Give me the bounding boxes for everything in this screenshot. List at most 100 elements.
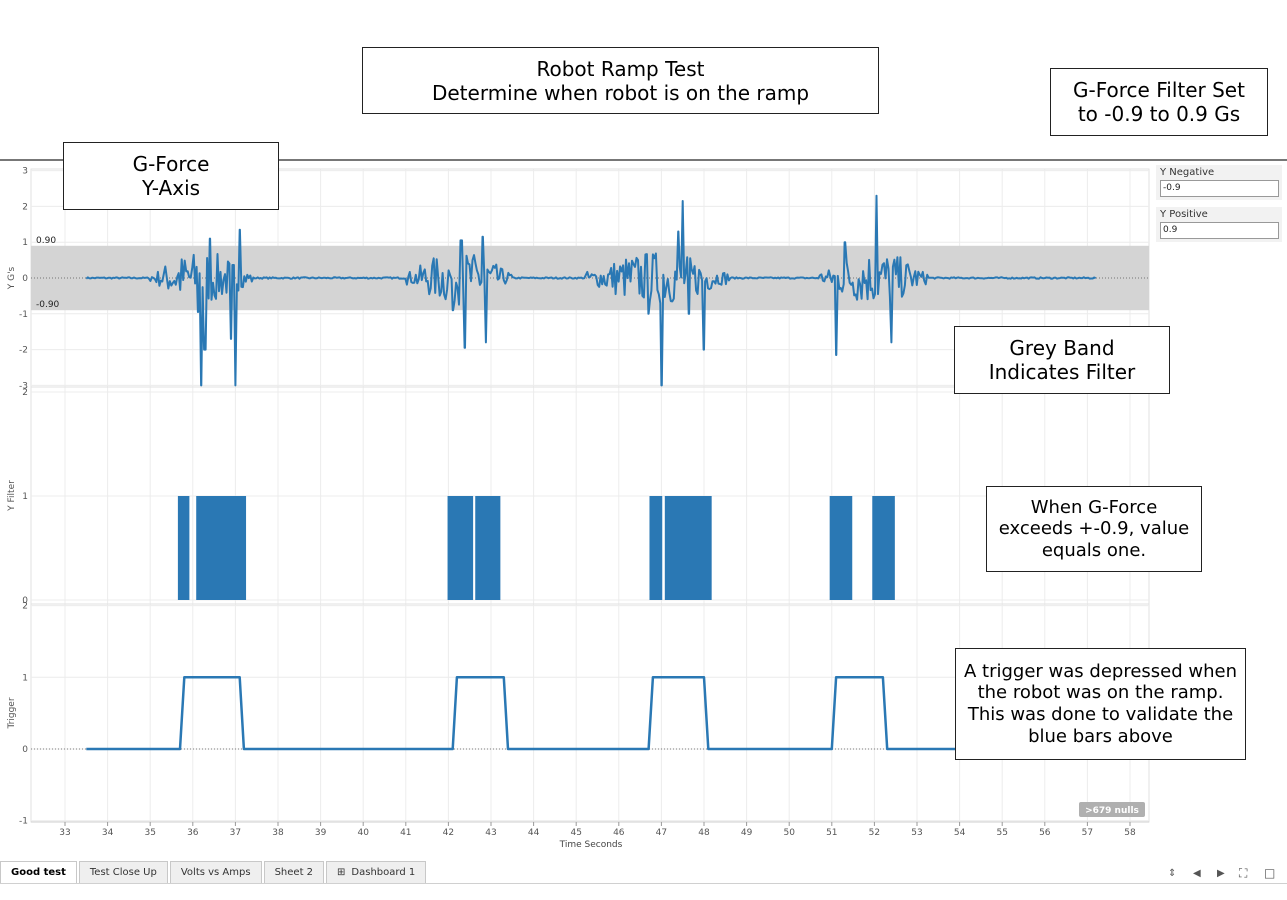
y-negative-input[interactable]: -0.9 (1160, 180, 1279, 197)
y-filter-bar (475, 496, 501, 600)
y-axis-label: Y Filter (7, 480, 17, 512)
tab-sheet-2[interactable]: Sheet 2 (263, 861, 325, 883)
y-tick-label: 2 (22, 202, 28, 212)
threshold-callout-line-1: When G-Force (1030, 496, 1158, 518)
x-tick-label: 42 (443, 828, 454, 838)
threshold-callout: When G-Force exceeds +-0.9, value equals… (986, 486, 1202, 572)
y-tick-label: 0 (22, 745, 28, 755)
y-filter-bar (649, 496, 663, 600)
presentation-icon[interactable]: □ (1264, 866, 1276, 880)
gforce-callout: G-Force Y-Axis (63, 142, 279, 210)
x-tick-label: 52 (869, 828, 880, 838)
x-tick-label: 44 (528, 828, 540, 838)
y-positive-parameter: Y Positive 0.9 (1156, 207, 1282, 242)
x-tick-label: 37 (230, 828, 241, 838)
sort-icon[interactable]: ⇕ (1168, 868, 1177, 879)
y-negative-label: Y Negative (1160, 167, 1215, 178)
x-tick-label: 36 (187, 828, 199, 838)
tab-dashboard-1-label: Dashboard 1 (351, 867, 416, 878)
x-tick-label: 56 (1039, 828, 1051, 838)
nulls-badge (1079, 802, 1145, 817)
filter-callout-line-2: to -0.9 to 0.9 Gs (1077, 102, 1241, 126)
trigger-callout-line-2: the robot was on the ramp. (977, 682, 1224, 704)
title-callout-line-1: Robot Ramp Test (536, 56, 705, 81)
x-tick-label: 47 (656, 828, 667, 838)
tab-dashboard-1[interactable]: ⊞ Dashboard 1 (326, 861, 427, 883)
x-tick-label: 38 (272, 828, 284, 838)
x-tick-label: 39 (315, 828, 327, 838)
trigger-callout-line-4: blue bars above (1028, 725, 1173, 747)
grey-band-callout-line-2: Indicates Filter (988, 360, 1136, 384)
tab-good-test[interactable]: Good test (0, 861, 77, 883)
y-positive-input[interactable]: 0.9 (1160, 222, 1279, 239)
y-filter-bar (664, 496, 712, 600)
gforce-series-line (85, 194, 1097, 387)
x-tick-label: 40 (357, 828, 369, 838)
title-callout-line-2: Determine when robot is on the ramp (431, 80, 810, 105)
y-tick-label: 0 (22, 596, 28, 606)
x-tick-label: 41 (400, 828, 411, 838)
band-low-label: -0.90 (36, 300, 60, 310)
x-tick-label: 34 (102, 828, 114, 838)
y-tick-label: 1 (22, 238, 28, 248)
y-tick-label: 2 (22, 602, 28, 612)
y-positive-label: Y Positive (1160, 209, 1208, 220)
tab-test-close-up[interactable]: Test Close Up (78, 861, 168, 883)
fullscreen-icon[interactable]: ⛶ (1239, 866, 1248, 880)
x-tick-label: 51 (826, 828, 837, 838)
threshold-callout-line-2: exceeds +-0.9, value (998, 518, 1190, 540)
tab-volts-vs-amps[interactable]: Volts vs Amps (169, 861, 262, 883)
y-filter-bar (829, 496, 853, 600)
y-tick-label: 2 (22, 388, 28, 398)
x-axis-label: Time Seconds (559, 840, 623, 850)
x-tick-label: 46 (613, 828, 625, 838)
x-tick-label: 43 (485, 828, 496, 838)
gforce-callout-line-1: G-Force (132, 152, 210, 176)
trigger-series-line (86, 676, 1096, 751)
y-negative-parameter: Y Negative -0.9 (1156, 165, 1282, 200)
trigger-callout: A trigger was depressed when the robot w… (955, 648, 1246, 760)
tab-bar-divider (0, 883, 1287, 884)
x-tick-label: 50 (783, 828, 795, 838)
gforce-callout-line-2: Y-Axis (141, 176, 201, 200)
y-axis-label: Y G's (7, 266, 17, 290)
trigger-callout-line-3: This was done to validate the (967, 704, 1234, 725)
x-tick-label: 54 (954, 828, 966, 838)
title-callout: Robot Ramp Test Determine when robot is … (362, 47, 879, 114)
y-tick-label: 1 (22, 492, 28, 502)
x-tick-label: 55 (996, 828, 1007, 838)
y-tick-label: 0 (22, 274, 28, 284)
nulls-badge-label: >679 nulls (1085, 806, 1139, 816)
y-tick-label: -1 (19, 817, 28, 827)
y-axis-label: Trigger (7, 697, 17, 729)
grey-band-callout-line-1: Grey Band (1009, 336, 1115, 360)
x-tick-label: 35 (144, 828, 155, 838)
threshold-callout-line-3: equals one. (1041, 539, 1147, 561)
x-tick-label: 53 (911, 828, 922, 838)
y-filter-bar (177, 496, 190, 600)
next-icon[interactable]: ▶ (1217, 868, 1225, 879)
sheet-tabs: Good test Test Close Up Volts vs Amps Sh… (0, 861, 428, 885)
x-tick-label: 57 (1082, 828, 1093, 838)
filter-callout-line-1: G-Force Filter Set (1073, 78, 1245, 102)
y-tick-label: 3 (22, 167, 28, 177)
y-filter-bar (872, 496, 895, 600)
grey-band-callout: Grey Band Indicates Filter (954, 326, 1170, 394)
x-tick-label: 33 (59, 828, 70, 838)
band-high-label: 0.90 (36, 236, 56, 246)
trigger-callout-line-1: A trigger was depressed when (964, 660, 1237, 682)
dashboard-divider (0, 159, 1287, 161)
x-tick-label: 45 (570, 828, 581, 838)
x-tick-label: 58 (1124, 828, 1136, 838)
x-tick-label: 48 (698, 828, 710, 838)
y-tick-label: -1 (19, 310, 28, 320)
y-filter-bar (196, 496, 247, 600)
filter-callout: G-Force Filter Set to -0.9 to 0.9 Gs (1050, 68, 1268, 136)
y-tick-label: -3 (19, 381, 28, 391)
y-filter-bar (447, 496, 474, 600)
previous-icon[interactable]: ◀ (1193, 868, 1201, 879)
x-tick-label: 49 (741, 828, 753, 838)
y-tick-label: -2 (19, 346, 28, 356)
dashboard-grid-icon: ⊞ (337, 867, 346, 878)
y-tick-label: 1 (22, 673, 28, 683)
